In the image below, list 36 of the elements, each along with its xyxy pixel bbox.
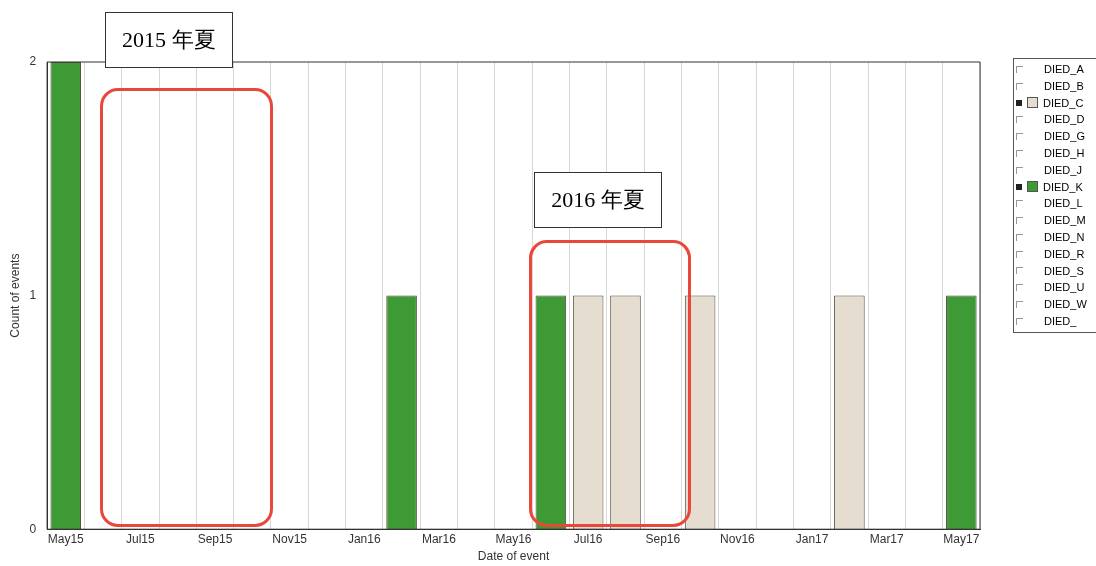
- legend-label: DIED_H: [1044, 146, 1085, 161]
- legend-label: DIED_: [1044, 313, 1077, 329]
- x-tick-label: Jul15: [126, 531, 156, 546]
- x-tick-label: Mar17: [869, 531, 905, 546]
- x-tick-label: Nov16: [720, 531, 756, 546]
- x-tick-label: Sep15: [197, 531, 233, 546]
- legend-label: DIED_N: [1044, 229, 1085, 245]
- legend-label: DIED_A: [1044, 62, 1084, 77]
- x-tick-label: Jul16: [573, 531, 603, 546]
- x-tick-label: May17: [943, 531, 980, 546]
- legend-label: DIED_L: [1044, 196, 1083, 212]
- legend-label: DIED_D: [1044, 112, 1085, 128]
- legend-label: DIED_M: [1044, 213, 1086, 229]
- y-tick-label: 2: [29, 54, 37, 69]
- x-tick-label: Sep16: [645, 531, 681, 546]
- x-tick-label: May16: [495, 531, 532, 546]
- legend-label: DIED_G: [1044, 129, 1085, 145]
- y-tick-label: 1: [29, 287, 37, 302]
- y-axis-title: Count of events: [7, 253, 22, 338]
- legend-label: DIED_W: [1044, 297, 1087, 313]
- annotation: 2016 年夏: [534, 172, 662, 228]
- x-tick-label: Jan17: [795, 531, 829, 546]
- legend-label: DIED_R: [1044, 246, 1085, 262]
- y-tick-label: 0: [29, 521, 37, 536]
- x-tick-label: May15: [47, 531, 85, 546]
- legend-label: DIED_J: [1044, 162, 1082, 178]
- legend-label: DIED_U: [1044, 280, 1085, 296]
- x-axis-title: Date of event: [477, 549, 550, 564]
- x-tick-label: Jan16: [347, 531, 381, 546]
- legend-label: DIED_S: [1044, 263, 1084, 279]
- legend-label: DIED_K: [1043, 179, 1083, 195]
- x-tick-label: Nov15: [272, 531, 308, 546]
- x-tick-label: Mar16: [421, 531, 457, 546]
- legend-label: DIED_C: [1043, 95, 1084, 111]
- legend-label: DIED_B: [1044, 78, 1084, 94]
- text: 2015 年夏: [105, 12, 233, 68]
